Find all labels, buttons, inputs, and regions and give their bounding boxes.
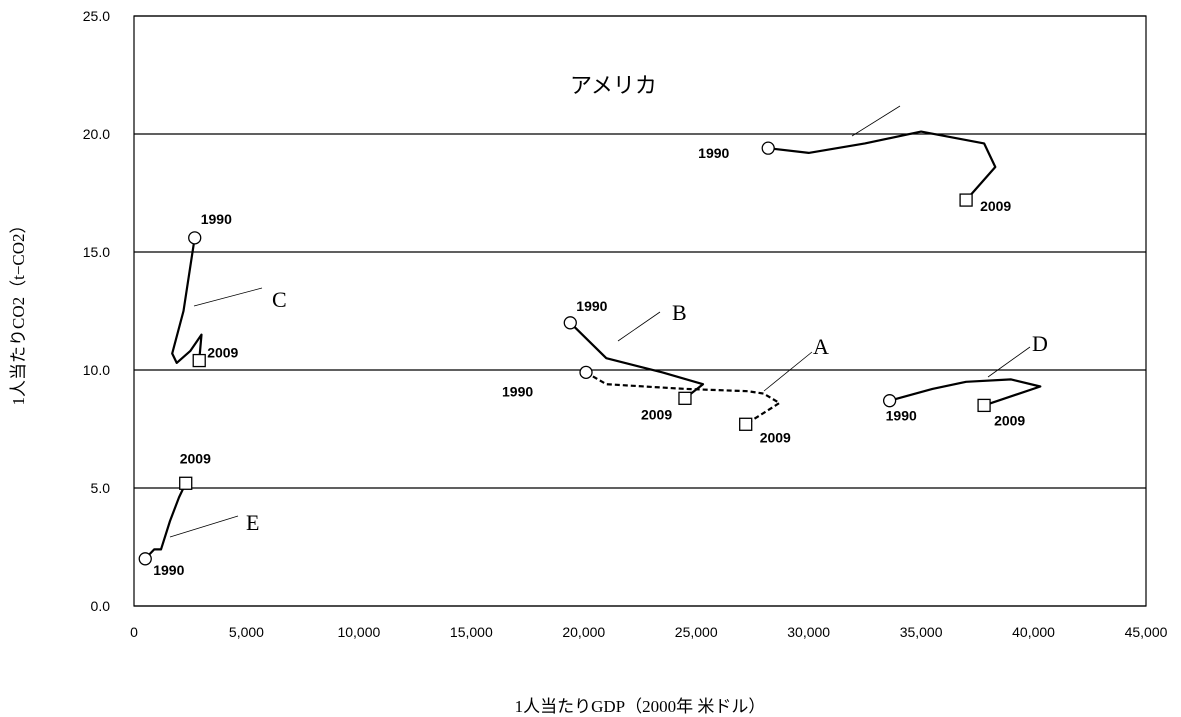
series-leader-line <box>987 346 1031 378</box>
series-line-4 <box>171 237 203 364</box>
series-leader-line <box>169 515 239 538</box>
y-tick-label: 0.0 <box>91 598 111 614</box>
end-marker <box>739 417 753 431</box>
x-tick-label: 30,000 <box>787 624 830 640</box>
series-leader-line <box>617 311 661 342</box>
x-tick-label: 45,000 <box>1125 624 1168 640</box>
series-name-label: C <box>272 287 287 312</box>
start-marker <box>563 316 577 330</box>
series-layer <box>138 130 1042 566</box>
series-name-label: アメリカ <box>570 73 657 98</box>
x-tick-label: 0 <box>130 624 138 640</box>
start-marker <box>761 141 775 155</box>
tick-layer: 0.0 5.0 10.0 15.0 20.0 25.0 0 5,000 10,000 15,000… <box>83 8 1168 640</box>
end-marker <box>192 353 206 368</box>
end-marker <box>179 476 193 490</box>
series-line-1 <box>768 130 997 201</box>
series-name-label: E <box>246 510 259 535</box>
series-name-label: B <box>672 300 687 325</box>
x-tick-label: 10,000 <box>337 624 380 640</box>
x-tick-label: 5,000 <box>229 624 264 640</box>
end-marker <box>977 398 991 413</box>
series-leader-line <box>193 287 263 307</box>
end-year-label: 2009 <box>760 429 791 445</box>
end-year-label: 2009 <box>980 198 1011 214</box>
start-year-label: 1990 <box>153 562 184 578</box>
series-name-label: D <box>1032 331 1048 356</box>
x-tick-label: 15,000 <box>450 624 493 640</box>
series-name-label: A <box>813 334 829 359</box>
start-marker <box>138 552 152 566</box>
y-tick-label: 25.0 <box>83 8 110 24</box>
x-axis-title: 1人当たりGDP（2000年 米ドル） <box>515 697 766 716</box>
end-year-label: 2009 <box>207 345 238 361</box>
end-marker <box>959 193 973 207</box>
start-year-label: 1990 <box>502 383 533 399</box>
start-marker <box>188 231 202 245</box>
series-line-3 <box>569 322 705 400</box>
y-tick-label: 5.0 <box>91 480 111 496</box>
x-tick-label: 35,000 <box>900 624 943 640</box>
end-year-label: 2009 <box>180 450 211 466</box>
plot-frame <box>133 15 1147 607</box>
x-tick-label: 25,000 <box>675 624 718 640</box>
series-line-5 <box>889 378 1042 407</box>
series-leader-line <box>851 105 901 137</box>
x-tick-label: 40,000 <box>1012 624 1055 640</box>
series-leader-line <box>763 351 813 392</box>
start-year-label: 1990 <box>201 211 232 227</box>
y-tick-label: 10.0 <box>83 362 110 378</box>
end-year-label: 2009 <box>641 406 672 422</box>
start-year-label: 1990 <box>886 408 917 424</box>
start-marker <box>579 365 593 380</box>
y-tick-label: 20.0 <box>83 126 110 142</box>
end-year-label: 2009 <box>994 412 1025 428</box>
start-year-label: 1990 <box>576 298 607 314</box>
start-year-label: 1990 <box>698 145 729 161</box>
end-marker <box>678 391 692 405</box>
x-tick-label: 20,000 <box>562 624 605 640</box>
start-marker <box>882 394 897 408</box>
series-line-6 <box>144 482 187 560</box>
label-layer: 1990 2009 アメリカ 1990 2009 A 1990 2009 B 1990 2009 C 1… <box>153 73 1048 578</box>
y-tick-label: 15.0 <box>83 244 110 260</box>
y-axis-title: 1人当たりCO2（t−CO2） <box>9 216 28 405</box>
